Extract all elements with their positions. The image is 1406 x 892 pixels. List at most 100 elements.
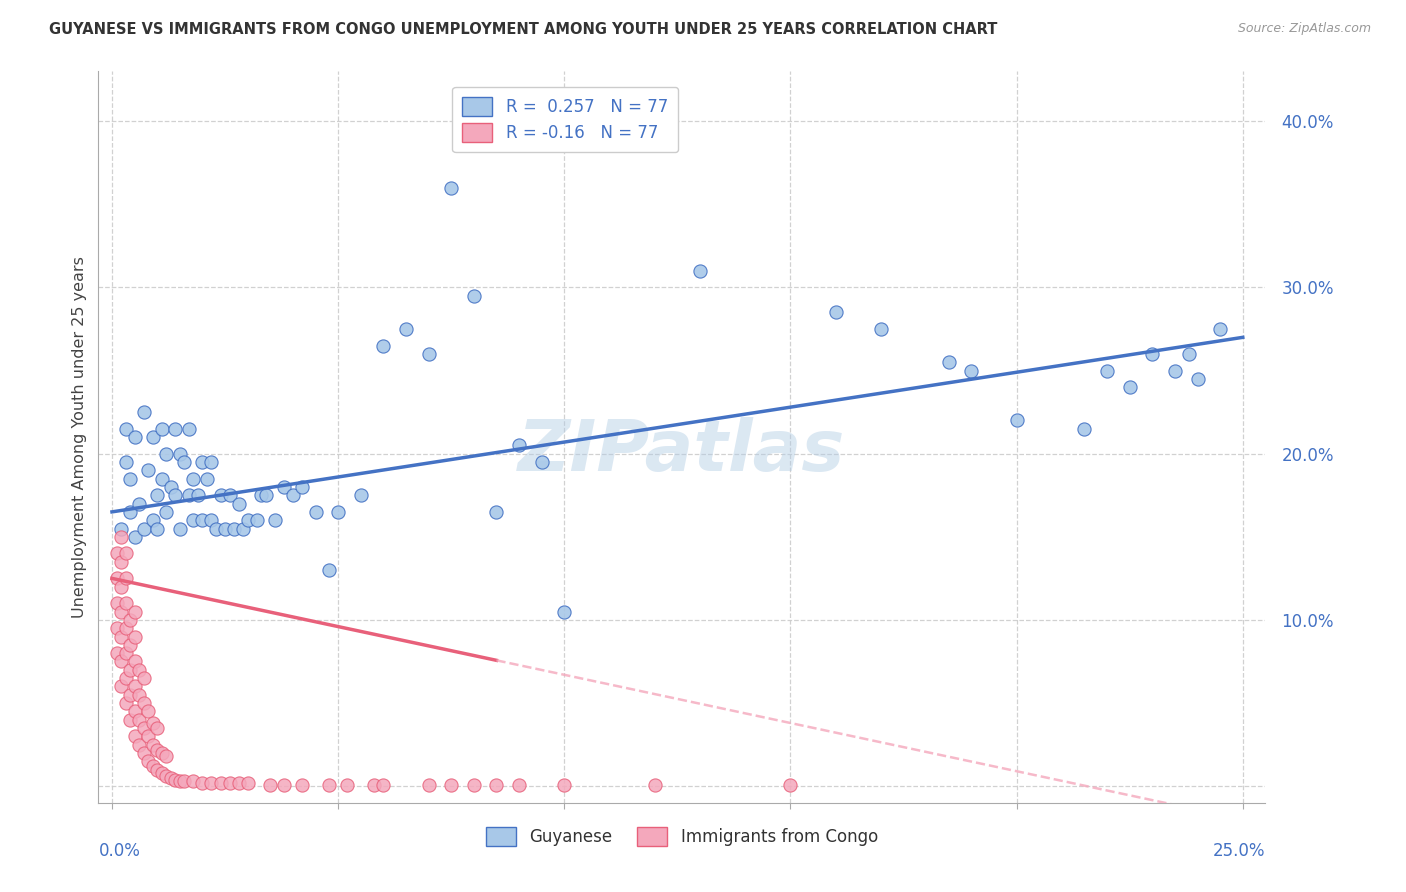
Legend: Guyanese, Immigrants from Congo: Guyanese, Immigrants from Congo xyxy=(479,821,884,853)
Point xyxy=(373,778,395,792)
Point xyxy=(110,655,132,669)
Point xyxy=(291,778,314,792)
Point xyxy=(159,771,181,785)
Point xyxy=(259,778,281,792)
Point xyxy=(165,488,187,502)
Point xyxy=(114,646,136,660)
Point xyxy=(146,763,169,777)
Point xyxy=(105,621,128,635)
Point xyxy=(1095,363,1118,377)
Point xyxy=(110,630,132,644)
Point xyxy=(110,605,132,619)
Point xyxy=(150,422,173,436)
Point xyxy=(142,738,165,752)
Point xyxy=(120,613,142,627)
Point xyxy=(191,455,214,469)
Point xyxy=(114,455,136,469)
Point xyxy=(114,546,136,560)
Point xyxy=(1005,413,1028,427)
Point xyxy=(938,355,960,369)
Point xyxy=(291,480,314,494)
Point xyxy=(110,530,132,544)
Text: 0.0%: 0.0% xyxy=(98,842,141,860)
Point xyxy=(273,778,295,792)
Point xyxy=(530,455,553,469)
Point xyxy=(124,530,146,544)
Point xyxy=(824,305,846,319)
Point xyxy=(155,505,177,519)
Text: GUYANESE VS IMMIGRANTS FROM CONGO UNEMPLOYMENT AMONG YOUTH UNDER 25 YEARS CORREL: GUYANESE VS IMMIGRANTS FROM CONGO UNEMPL… xyxy=(49,22,998,37)
Point xyxy=(350,488,373,502)
Point xyxy=(114,571,136,585)
Point xyxy=(132,521,155,535)
Point xyxy=(169,447,191,461)
Point xyxy=(124,605,146,619)
Point xyxy=(146,521,169,535)
Point xyxy=(114,696,136,710)
Point xyxy=(1118,380,1140,394)
Point xyxy=(1187,372,1209,386)
Point xyxy=(263,513,285,527)
Point xyxy=(418,347,440,361)
Point xyxy=(136,705,159,719)
Point xyxy=(142,430,165,444)
Point xyxy=(1073,422,1095,436)
Point xyxy=(200,513,222,527)
Point xyxy=(183,472,205,486)
Point xyxy=(689,264,711,278)
Point xyxy=(200,776,222,790)
Text: Source: ZipAtlas.com: Source: ZipAtlas.com xyxy=(1237,22,1371,36)
Point xyxy=(136,463,159,477)
Point xyxy=(1164,363,1187,377)
Point xyxy=(183,513,205,527)
Point xyxy=(177,488,200,502)
Point xyxy=(169,521,191,535)
Point xyxy=(336,778,359,792)
Point xyxy=(328,505,350,519)
Point xyxy=(128,713,150,727)
Point xyxy=(187,488,209,502)
Point xyxy=(105,571,128,585)
Point xyxy=(232,521,254,535)
Point xyxy=(1209,322,1232,336)
Point xyxy=(110,555,132,569)
Point xyxy=(209,488,232,502)
Point xyxy=(150,746,173,760)
Point xyxy=(960,363,983,377)
Point xyxy=(150,472,173,486)
Point xyxy=(165,772,187,787)
Point xyxy=(281,488,304,502)
Text: ZIPatlas: ZIPatlas xyxy=(519,417,845,486)
Point xyxy=(124,630,146,644)
Point xyxy=(418,778,440,792)
Point xyxy=(105,546,128,560)
Point xyxy=(132,696,155,710)
Point xyxy=(191,776,214,790)
Point xyxy=(124,680,146,694)
Point xyxy=(114,422,136,436)
Point xyxy=(209,776,232,790)
Point xyxy=(318,778,340,792)
Point xyxy=(173,455,195,469)
Point xyxy=(246,513,269,527)
Point xyxy=(124,729,146,743)
Point xyxy=(120,505,142,519)
Point xyxy=(236,513,259,527)
Point xyxy=(105,596,128,610)
Point xyxy=(146,721,169,735)
Point xyxy=(159,480,181,494)
Point xyxy=(205,521,228,535)
Point xyxy=(128,497,150,511)
Point xyxy=(132,671,155,685)
Point xyxy=(304,505,326,519)
Point xyxy=(120,713,142,727)
Point xyxy=(128,688,150,702)
Point xyxy=(195,472,218,486)
Point xyxy=(110,521,132,535)
Point xyxy=(1142,347,1164,361)
Point xyxy=(142,716,165,731)
Point xyxy=(150,765,173,780)
Point xyxy=(254,488,277,502)
Point xyxy=(124,705,146,719)
Point xyxy=(273,480,295,494)
